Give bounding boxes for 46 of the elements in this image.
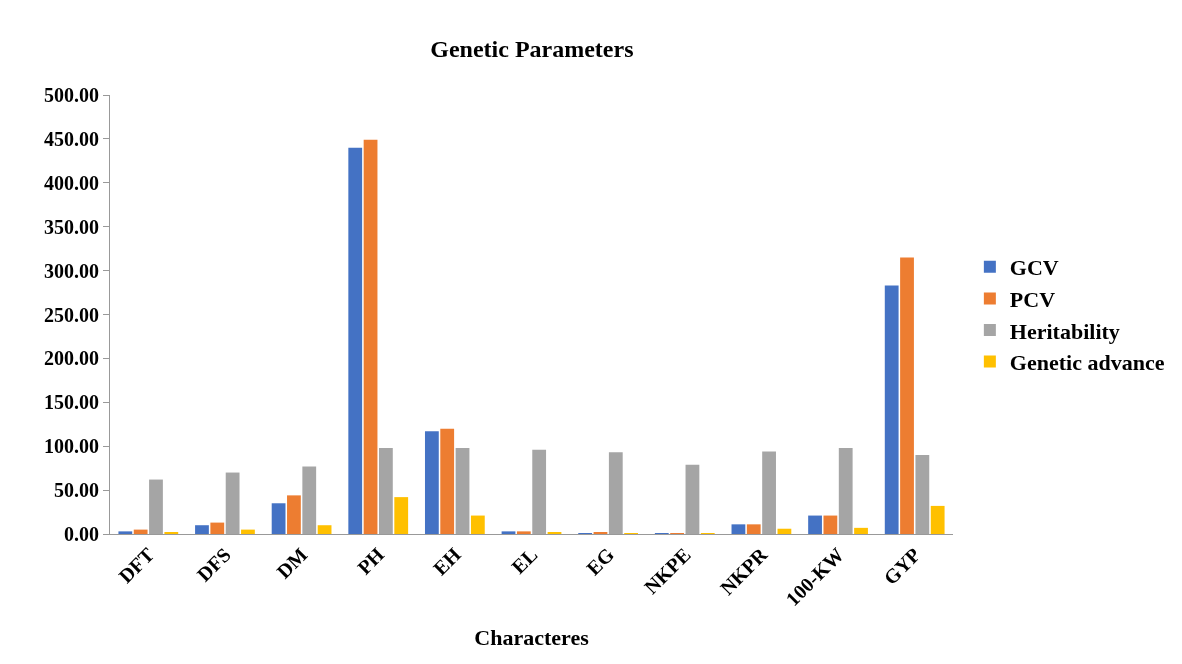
bar bbox=[210, 522, 225, 534]
legend-label: GCV bbox=[1009, 255, 1059, 281]
bar bbox=[317, 525, 332, 534]
y-tick-label: 350.00 bbox=[44, 215, 99, 238]
legend-label: Genetic advance bbox=[1009, 350, 1165, 376]
bar bbox=[808, 515, 822, 534]
bar bbox=[930, 505, 945, 534]
x-tick-label: PH bbox=[352, 543, 389, 579]
y-tick-label: 500.00 bbox=[44, 84, 99, 106]
bar bbox=[118, 531, 133, 534]
bar bbox=[854, 527, 868, 534]
bar bbox=[440, 428, 455, 534]
bar bbox=[424, 431, 439, 534]
bar bbox=[394, 497, 409, 534]
x-axis-title: Characteres bbox=[474, 624, 590, 650]
bar bbox=[348, 147, 363, 534]
x-tick-label: EH bbox=[428, 543, 466, 580]
bar bbox=[731, 524, 746, 534]
bar bbox=[823, 515, 838, 534]
y-tick-label: 450.00 bbox=[44, 127, 99, 150]
legend-label: PCV bbox=[1009, 286, 1056, 312]
bar bbox=[746, 524, 761, 534]
x-tick-label: DM bbox=[272, 543, 312, 583]
y-tick-label: 200.00 bbox=[44, 347, 99, 370]
x-tick-label: EL bbox=[506, 543, 542, 578]
bar bbox=[884, 285, 899, 534]
bar bbox=[363, 139, 378, 534]
bar bbox=[516, 531, 531, 534]
bar bbox=[287, 495, 301, 534]
y-tick-label: 0.00 bbox=[64, 523, 99, 545]
bar bbox=[133, 529, 148, 534]
x-tick-label: EG bbox=[582, 543, 619, 580]
bar bbox=[900, 257, 914, 534]
bar bbox=[501, 531, 516, 534]
legend-label: Heritability bbox=[1009, 318, 1120, 344]
bar bbox=[241, 529, 255, 534]
bar bbox=[271, 503, 286, 534]
y-tick-label: 100.00 bbox=[44, 435, 99, 458]
y-tick-label: 150.00 bbox=[44, 391, 99, 414]
y-tick-label: 250.00 bbox=[44, 303, 99, 326]
bar bbox=[195, 525, 209, 534]
y-tick-label: 50.00 bbox=[54, 479, 99, 502]
y-tick-label: 400.00 bbox=[44, 171, 99, 194]
bar bbox=[470, 515, 485, 534]
chart-title: Genetic Parameters bbox=[430, 35, 634, 62]
y-tick-label: 300.00 bbox=[44, 259, 99, 282]
